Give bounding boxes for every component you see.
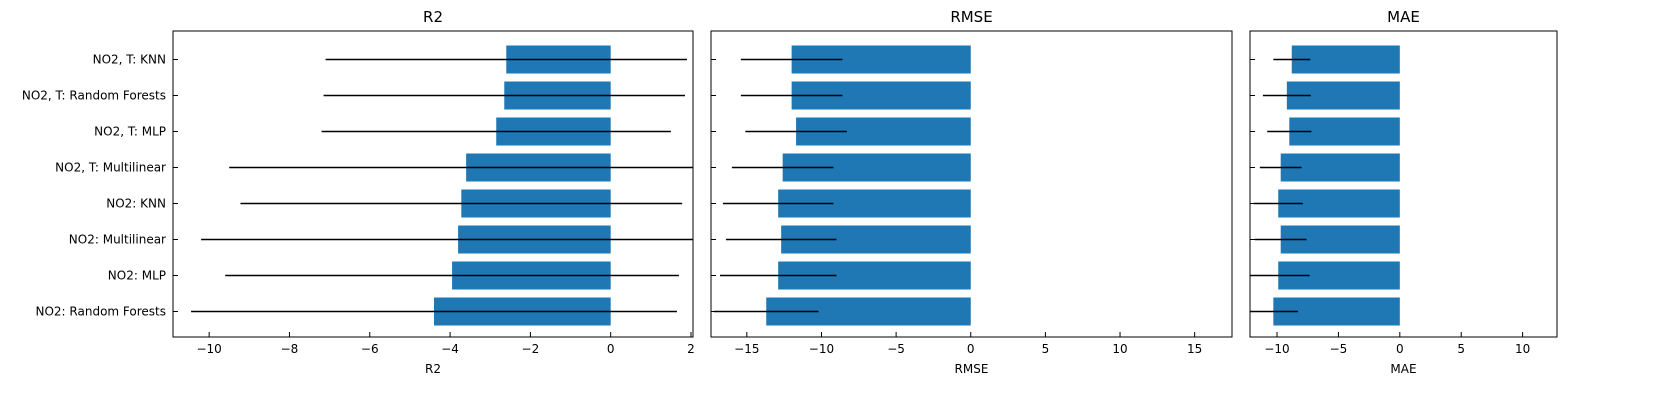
panel-title: MAE (1387, 8, 1420, 26)
x-tick-label: −10 (1264, 342, 1289, 356)
x-tick-label: −6 (361, 342, 379, 356)
x-axis-label: MAE (1390, 362, 1416, 376)
x-tick-label: −8 (281, 342, 299, 356)
x-tick-label: −2 (522, 342, 540, 356)
panel-title: R2 (423, 8, 443, 26)
y-tick-label: NO2: KNN (106, 197, 166, 211)
x-tick-label: −5 (887, 342, 905, 356)
y-tick-label: NO2: Random Forests (36, 305, 167, 319)
x-tick-label: −10 (809, 342, 834, 356)
plot-area (713, 45, 971, 326)
x-tick-label: 5 (1042, 342, 1050, 356)
x-tick-label: −15 (734, 342, 759, 356)
x-tick-label: 5 (1457, 342, 1465, 356)
x-tick-label: 10 (1515, 342, 1530, 356)
x-tick-label: 15 (1187, 342, 1202, 356)
panel-mae: MAE −10 −5 0 5 10 MAE (1249, 8, 1558, 376)
x-tick-label: 2 (687, 342, 695, 356)
x-tick-label: 10 (1112, 342, 1127, 356)
axes-frame (1249, 30, 1558, 338)
panel-title: RMSE (950, 8, 992, 26)
plot-area (1250, 45, 1400, 326)
x-tick-label: −5 (1330, 342, 1348, 356)
panel-rmse: RMSE −15 −10 −5 0 5 10 15 RMSE (710, 8, 1233, 376)
y-tick-label: NO2: Multilinear (69, 233, 166, 247)
panel-r2: R2 −10 −8 −6 −4 −2 0 2 R2 NO2, T: KNN NO2, T: Rand… (22, 8, 695, 376)
axes-frame (172, 30, 694, 338)
x-tick-label: −4 (441, 342, 459, 356)
x-axis-label: RMSE (955, 362, 989, 376)
y-tick-label: NO2: MLP (108, 269, 166, 283)
plot-area (191, 45, 693, 326)
panels: R2 −10 −8 −6 −4 −2 0 2 R2 NO2, T: KNN NO2, T: Rand… (22, 8, 1558, 376)
y-tick-label: NO2, T: MLP (94, 125, 166, 139)
x-tick-label: 0 (967, 342, 975, 356)
y-tick-label: NO2, T: Random Forests (22, 89, 166, 103)
y-tick-label: NO2, T: KNN (93, 53, 166, 67)
x-tick-label: 0 (607, 342, 615, 356)
axes-frame (710, 30, 1233, 338)
x-axis-label: R2 (425, 362, 441, 376)
x-tick-label: 0 (1396, 342, 1404, 356)
y-tick-label: NO2, T: Multilinear (55, 161, 166, 175)
x-tick-label: −10 (196, 342, 221, 356)
